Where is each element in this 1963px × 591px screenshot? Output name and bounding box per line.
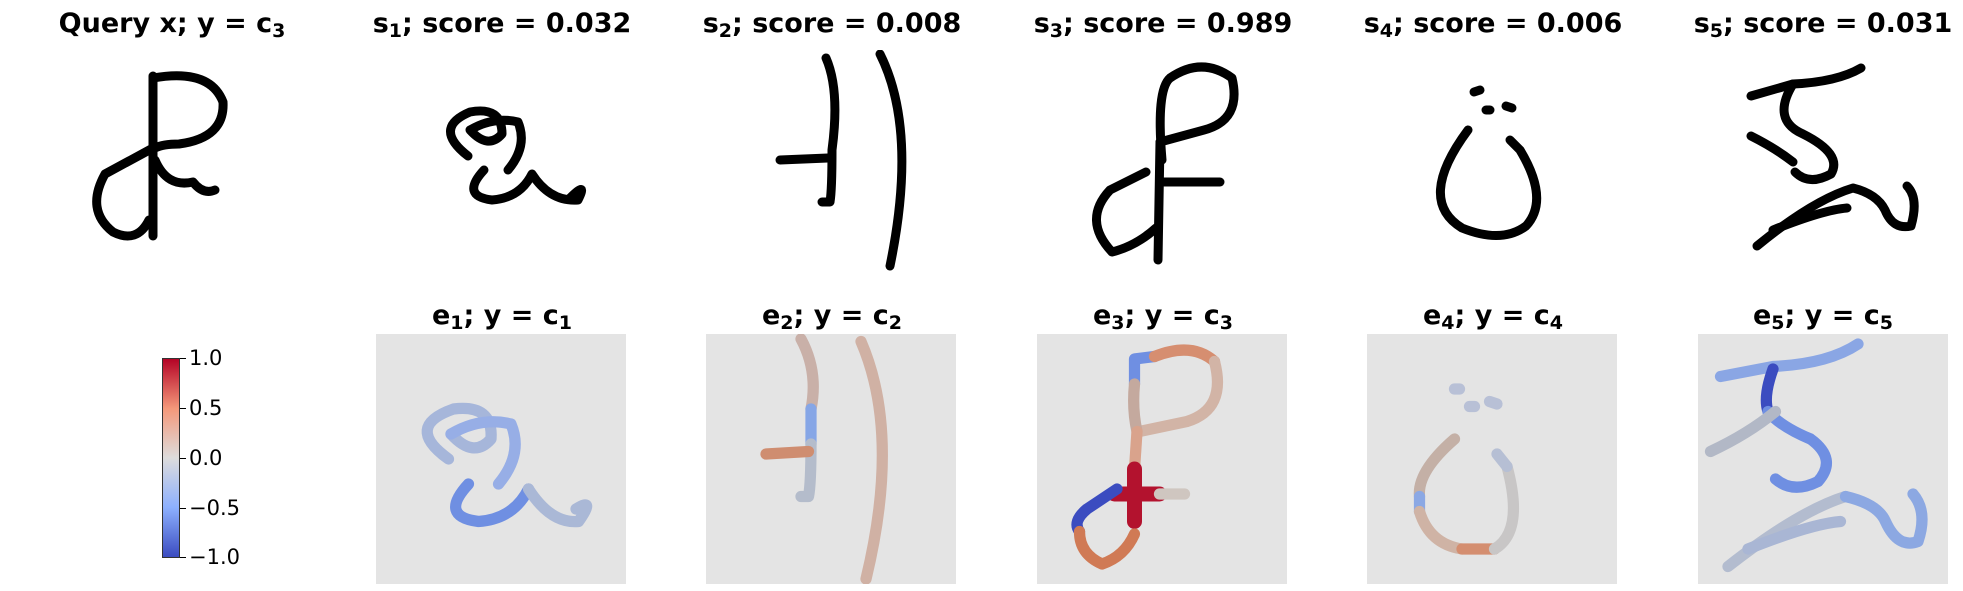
explanation-title-1: e1; y = c1 [431,300,573,334]
colorbar [162,358,180,558]
colorbar-tick-label: 0.5 [189,396,223,420]
explanation-heatmap-4 [1367,334,1617,584]
explanation-heatmap-2 [706,334,956,584]
colorbar-tick-label: −0.5 [189,496,240,520]
colorbar-tick-label: −1.0 [189,545,240,569]
support-title-1: s1; score = 0.032 [372,8,632,42]
support-glyph-image-2 [740,50,940,275]
query-glyph-image [75,50,275,275]
explanation-heatmap-3 [1037,334,1287,584]
support-glyph-image-4 [1402,50,1602,275]
colorbar-tick [180,358,186,359]
explanation-title-4: e4; y = c4 [1422,300,1564,334]
colorbar-tick [180,557,186,558]
support-title-4: s4; score = 0.006 [1363,8,1623,42]
support-title-3: s3; score = 0.989 [1033,8,1293,42]
support-glyph-image-5 [1733,50,1933,275]
support-title-2: s2; score = 0.008 [702,8,962,42]
explanation-title-5: e5; y = c5 [1752,300,1894,334]
explanation-title-3: e3; y = c3 [1092,300,1234,334]
explanation-heatmap-1 [376,334,626,584]
support-title-5: s5; score = 0.031 [1693,8,1953,42]
colorbar-tick-label: 1.0 [189,346,223,370]
query-title: Query x; y = c3 [58,8,286,42]
explanation-heatmap-5 [1698,334,1948,584]
colorbar-tick [180,508,186,509]
explanation-title-2: e2; y = c2 [761,300,903,334]
support-glyph-image-1 [410,50,610,275]
colorbar-tick [180,408,186,409]
colorbar-tick [180,458,186,459]
colorbar-tick-label: 0.0 [189,446,223,470]
support-glyph-image-3 [1072,50,1272,275]
